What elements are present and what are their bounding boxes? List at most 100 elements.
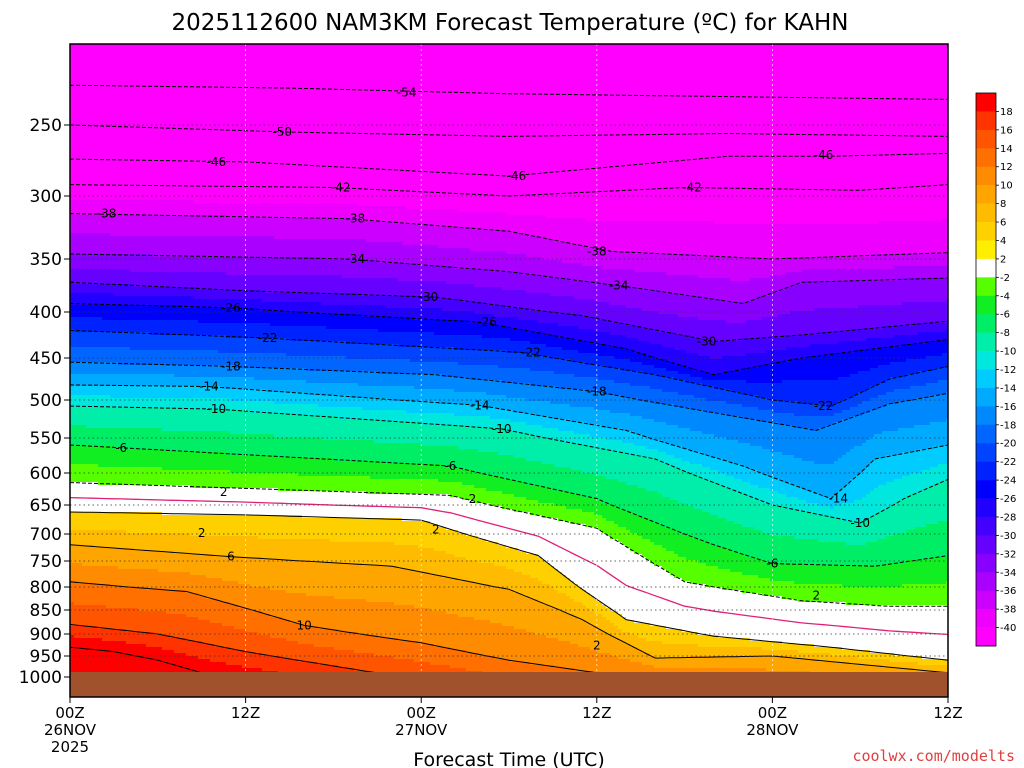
- temperature-cell: [74, 572, 79, 576]
- temperature-cell: [78, 191, 83, 195]
- temperature-cell: [82, 416, 87, 420]
- temperature-cell: [78, 218, 83, 222]
- temperature-cell: [78, 662, 83, 666]
- temperature-cell: [78, 65, 83, 69]
- temperature-cell: [86, 134, 91, 138]
- temperature-cell: [78, 449, 83, 453]
- temperature-cell: [86, 239, 91, 243]
- temperature-cell: [78, 569, 83, 573]
- temperature-cell: [86, 386, 91, 390]
- temperature-cell: [78, 629, 83, 633]
- temperature-cell: [78, 461, 83, 465]
- temperature-cell: [82, 530, 87, 534]
- temperature-cell: [82, 179, 87, 183]
- temperature-cell: [74, 602, 79, 606]
- temperature-cell: [74, 527, 79, 531]
- temperature-cell: [86, 494, 91, 498]
- temperature-cell: [82, 566, 87, 570]
- temperature-cell: [78, 635, 83, 639]
- temperature-cell: [74, 179, 79, 183]
- temperature-cell: [78, 374, 83, 378]
- temperature-cell: [78, 464, 83, 468]
- temperature-cell: [82, 53, 87, 57]
- temperature-cell: [82, 290, 87, 294]
- temperature-cell: [78, 56, 83, 60]
- temperature-cell: [74, 410, 79, 414]
- temperature-cell: [78, 71, 83, 75]
- temperature-cell: [74, 290, 79, 294]
- temperature-cell: [74, 104, 79, 108]
- temperature-cell: [82, 137, 87, 141]
- temperature-cell: [86, 320, 91, 324]
- temperature-cell: [86, 230, 91, 234]
- temperature-cell: [86, 152, 91, 156]
- temperature-cell: [78, 215, 83, 219]
- temperature-cell: [78, 110, 83, 114]
- temperature-cell: [74, 617, 79, 621]
- temperature-cell: [82, 101, 87, 105]
- temperature-cell: [78, 344, 83, 348]
- temperature-cell: [78, 407, 83, 411]
- temperature-cell: [82, 554, 87, 558]
- temperature-cell: [74, 59, 79, 63]
- temperature-cell: [86, 350, 91, 354]
- temperature-cell: [82, 173, 87, 177]
- temperature-cell: [74, 53, 79, 57]
- temperature-cell: [74, 614, 79, 618]
- temperature-cell: [74, 587, 79, 591]
- temperature-cell: [82, 350, 87, 354]
- temperature-cell: [78, 515, 83, 519]
- temperature-cell: [74, 140, 79, 144]
- temperature-cell: [74, 197, 79, 201]
- temperature-cell: [74, 68, 79, 72]
- temperature-cell: [78, 263, 83, 267]
- temperature-cell: [78, 566, 83, 570]
- temperature-cell: [78, 164, 83, 168]
- temperature-cell: [82, 110, 87, 114]
- temperature-cell: [78, 98, 83, 102]
- temperature-cell: [86, 407, 91, 411]
- temperature-cell: [78, 59, 83, 63]
- temperature-cell: [74, 344, 79, 348]
- temperature-cell: [86, 404, 91, 408]
- temperature-cell: [74, 434, 79, 438]
- temperature-cell: [78, 491, 83, 495]
- temperature-cell: [78, 650, 83, 654]
- temperature-cell: [78, 338, 83, 342]
- temperature-cell: [82, 80, 87, 84]
- temperature-cell: [74, 539, 79, 543]
- temperature-cell: [74, 371, 79, 375]
- temperature-cell: [74, 89, 79, 93]
- temperature-cell: [82, 389, 87, 393]
- temperature-cell: [86, 104, 91, 108]
- temperature-cell: [78, 572, 83, 576]
- temperature-cell: [74, 107, 79, 111]
- temperature-cell: [74, 380, 79, 384]
- temperature-cell: [82, 209, 87, 213]
- temperature-cell: [74, 209, 79, 213]
- temperature-cell: [86, 341, 91, 345]
- temperature-cell: [82, 59, 87, 63]
- temperature-cell: [74, 440, 79, 444]
- temperature-cell: [78, 638, 83, 642]
- temperature-cell: [82, 449, 87, 453]
- temperature-cell: [86, 335, 91, 339]
- temperature-cell: [82, 515, 87, 519]
- temperature-cell: [78, 377, 83, 381]
- temperature-cell: [74, 665, 79, 669]
- temperature-cell: [74, 167, 79, 171]
- temperature-cell: [82, 392, 87, 396]
- temperature-cell: [86, 170, 91, 174]
- temperature-cell: [78, 332, 83, 336]
- temperature-cell: [78, 578, 83, 582]
- temperature-cell: [78, 347, 83, 351]
- temperature-cell: [78, 473, 83, 477]
- temperature-cell: [82, 662, 87, 666]
- temperature-cell: [74, 299, 79, 303]
- temperature-cell: [86, 527, 91, 531]
- temperature-cell: [78, 452, 83, 456]
- temperature-cell: [86, 275, 91, 279]
- temperature-cell: [82, 269, 87, 273]
- temperature-cell: [78, 224, 83, 228]
- temperature-cell: [78, 392, 83, 396]
